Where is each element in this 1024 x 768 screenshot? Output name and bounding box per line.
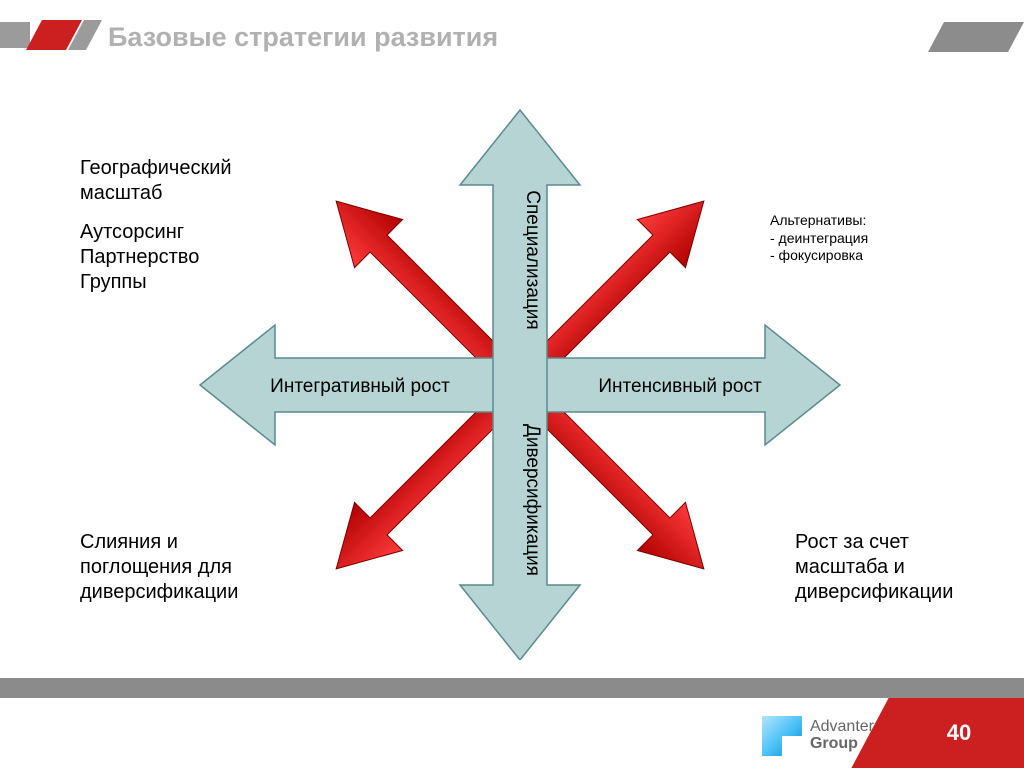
header-left-block xyxy=(0,22,30,48)
label-top-right: Альтернативы: - деинтеграция - фокусиров… xyxy=(770,212,868,265)
logo: Advanter Group xyxy=(762,716,874,756)
tl-line1: Географический xyxy=(80,156,232,181)
page-title: Базовые стратегии развития xyxy=(108,22,498,53)
tr-item2: - фокусировка xyxy=(770,247,868,265)
bl-line1: Слияния и xyxy=(80,530,238,555)
br-line2: масштаба и xyxy=(795,555,953,580)
page-number: 40 xyxy=(947,720,971,746)
tl-line2: масштаб xyxy=(80,181,232,206)
br-line1: Рост за счет xyxy=(795,530,953,555)
bl-line2: поглощения для xyxy=(80,555,238,580)
logo-mark-icon xyxy=(762,716,802,756)
tl-sub2: Партнерство xyxy=(80,245,232,270)
footer-bar xyxy=(0,678,1024,698)
arrow-label-left: Интегративный рост xyxy=(270,376,450,397)
header-right-block xyxy=(928,22,1024,52)
label-bottom-right: Рост за счет масштаба и диверсификации xyxy=(795,530,953,605)
label-top-left: Географический масштаб Аутсорсинг Партне… xyxy=(80,156,232,295)
page-number-block: 40 xyxy=(894,698,1024,768)
arrow-label-right: Интенсивный рост xyxy=(598,376,762,397)
logo-line1: Advanter xyxy=(810,719,874,736)
tr-item1: - деинтеграция xyxy=(770,230,868,248)
arrow-label-down: Диверсификация xyxy=(522,424,543,576)
br-line3: диверсификации xyxy=(795,580,953,605)
tl-sub3: Группы xyxy=(80,270,232,295)
tr-title: Альтернативы: xyxy=(770,212,868,230)
tl-sub1: Аутсорсинг xyxy=(80,220,232,245)
bl-line3: диверсификации xyxy=(80,580,238,605)
label-bottom-left: Слияния и поглощения для диверсификации xyxy=(80,530,238,605)
arrow-label-up: Специализация xyxy=(522,190,543,329)
